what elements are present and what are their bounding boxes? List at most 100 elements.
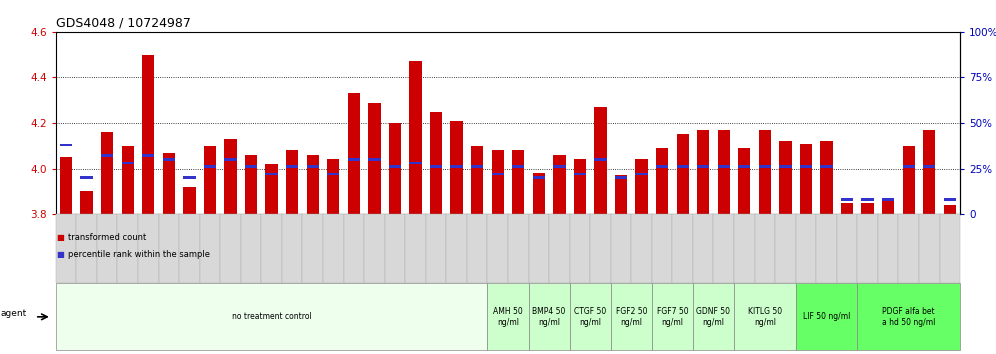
Bar: [307, 165, 319, 168]
Bar: [943, 205, 956, 214]
Bar: [717, 165, 730, 168]
Bar: [204, 146, 216, 214]
Bar: [882, 198, 894, 214]
Bar: [265, 173, 278, 176]
Bar: [923, 130, 935, 214]
Bar: [882, 198, 894, 201]
Bar: [409, 162, 421, 165]
Bar: [101, 132, 114, 214]
Bar: [821, 141, 833, 214]
Bar: [841, 203, 854, 214]
Bar: [471, 146, 483, 214]
Bar: [245, 155, 257, 214]
Bar: [656, 165, 668, 168]
Bar: [183, 187, 195, 214]
Bar: [697, 165, 709, 168]
Bar: [122, 146, 133, 214]
Text: LIF 50 ng/ml: LIF 50 ng/ml: [803, 312, 851, 321]
Bar: [553, 165, 566, 168]
Bar: [60, 143, 73, 146]
Text: KITLG 50
ng/ml: KITLG 50 ng/ml: [748, 307, 782, 326]
Bar: [533, 173, 545, 214]
Bar: [327, 160, 340, 214]
Bar: [388, 165, 401, 168]
Bar: [245, 165, 257, 168]
Bar: [471, 165, 483, 168]
Bar: [60, 157, 73, 214]
Text: FGF2 50
ng/ml: FGF2 50 ng/ml: [616, 307, 647, 326]
Bar: [615, 176, 627, 179]
Bar: [759, 130, 771, 214]
Bar: [533, 176, 545, 179]
Bar: [286, 150, 299, 214]
Bar: [224, 139, 237, 214]
Bar: [595, 107, 607, 214]
Text: AMH 50
ng/ml: AMH 50 ng/ml: [493, 307, 523, 326]
Bar: [430, 112, 442, 214]
Bar: [800, 165, 812, 168]
Bar: [142, 154, 154, 157]
Bar: [595, 158, 607, 161]
Text: FGF7 50
ng/ml: FGF7 50 ng/ml: [656, 307, 688, 326]
Bar: [81, 192, 93, 214]
Bar: [738, 148, 751, 214]
Bar: [122, 162, 133, 165]
Bar: [450, 165, 463, 168]
Bar: [697, 130, 709, 214]
Bar: [101, 154, 114, 157]
Bar: [327, 173, 340, 176]
Text: BMP4 50
ng/ml: BMP4 50 ng/ml: [533, 307, 566, 326]
Text: ■: ■: [56, 250, 64, 259]
Bar: [224, 158, 237, 161]
Bar: [348, 93, 360, 214]
Bar: [902, 165, 915, 168]
Bar: [779, 141, 792, 214]
Bar: [491, 150, 504, 214]
Bar: [369, 158, 380, 161]
Bar: [923, 165, 935, 168]
Bar: [286, 165, 299, 168]
Text: transformed count: transformed count: [68, 233, 146, 242]
Bar: [717, 130, 730, 214]
Bar: [943, 198, 956, 201]
Bar: [450, 121, 463, 214]
Text: GDS4048 / 10724987: GDS4048 / 10724987: [56, 16, 190, 29]
Bar: [491, 173, 504, 176]
Bar: [635, 173, 647, 176]
Bar: [369, 103, 380, 214]
Bar: [615, 176, 627, 214]
Bar: [738, 165, 751, 168]
Bar: [183, 176, 195, 179]
Text: CTGF 50
ng/ml: CTGF 50 ng/ml: [574, 307, 607, 326]
Bar: [142, 55, 154, 214]
Bar: [430, 165, 442, 168]
Bar: [162, 153, 175, 214]
Bar: [676, 135, 689, 214]
Bar: [656, 148, 668, 214]
Bar: [162, 158, 175, 161]
Text: PDGF alfa bet
a hd 50 ng/ml: PDGF alfa bet a hd 50 ng/ml: [882, 307, 935, 326]
Bar: [512, 165, 525, 168]
Bar: [759, 165, 771, 168]
Bar: [800, 143, 812, 214]
Bar: [348, 158, 360, 161]
Bar: [409, 62, 421, 214]
Bar: [307, 155, 319, 214]
Bar: [862, 203, 873, 214]
Text: agent: agent: [1, 309, 27, 318]
Bar: [204, 165, 216, 168]
Bar: [862, 198, 873, 201]
Bar: [574, 160, 586, 214]
Bar: [553, 155, 566, 214]
Bar: [821, 165, 833, 168]
Bar: [81, 176, 93, 179]
Text: percentile rank within the sample: percentile rank within the sample: [68, 250, 210, 259]
Bar: [635, 160, 647, 214]
Bar: [574, 173, 586, 176]
Bar: [676, 165, 689, 168]
Text: GDNF 50
ng/ml: GDNF 50 ng/ml: [696, 307, 730, 326]
Text: ■: ■: [56, 233, 64, 242]
Bar: [265, 164, 278, 214]
Text: no treatment control: no treatment control: [232, 312, 312, 321]
Bar: [512, 150, 525, 214]
